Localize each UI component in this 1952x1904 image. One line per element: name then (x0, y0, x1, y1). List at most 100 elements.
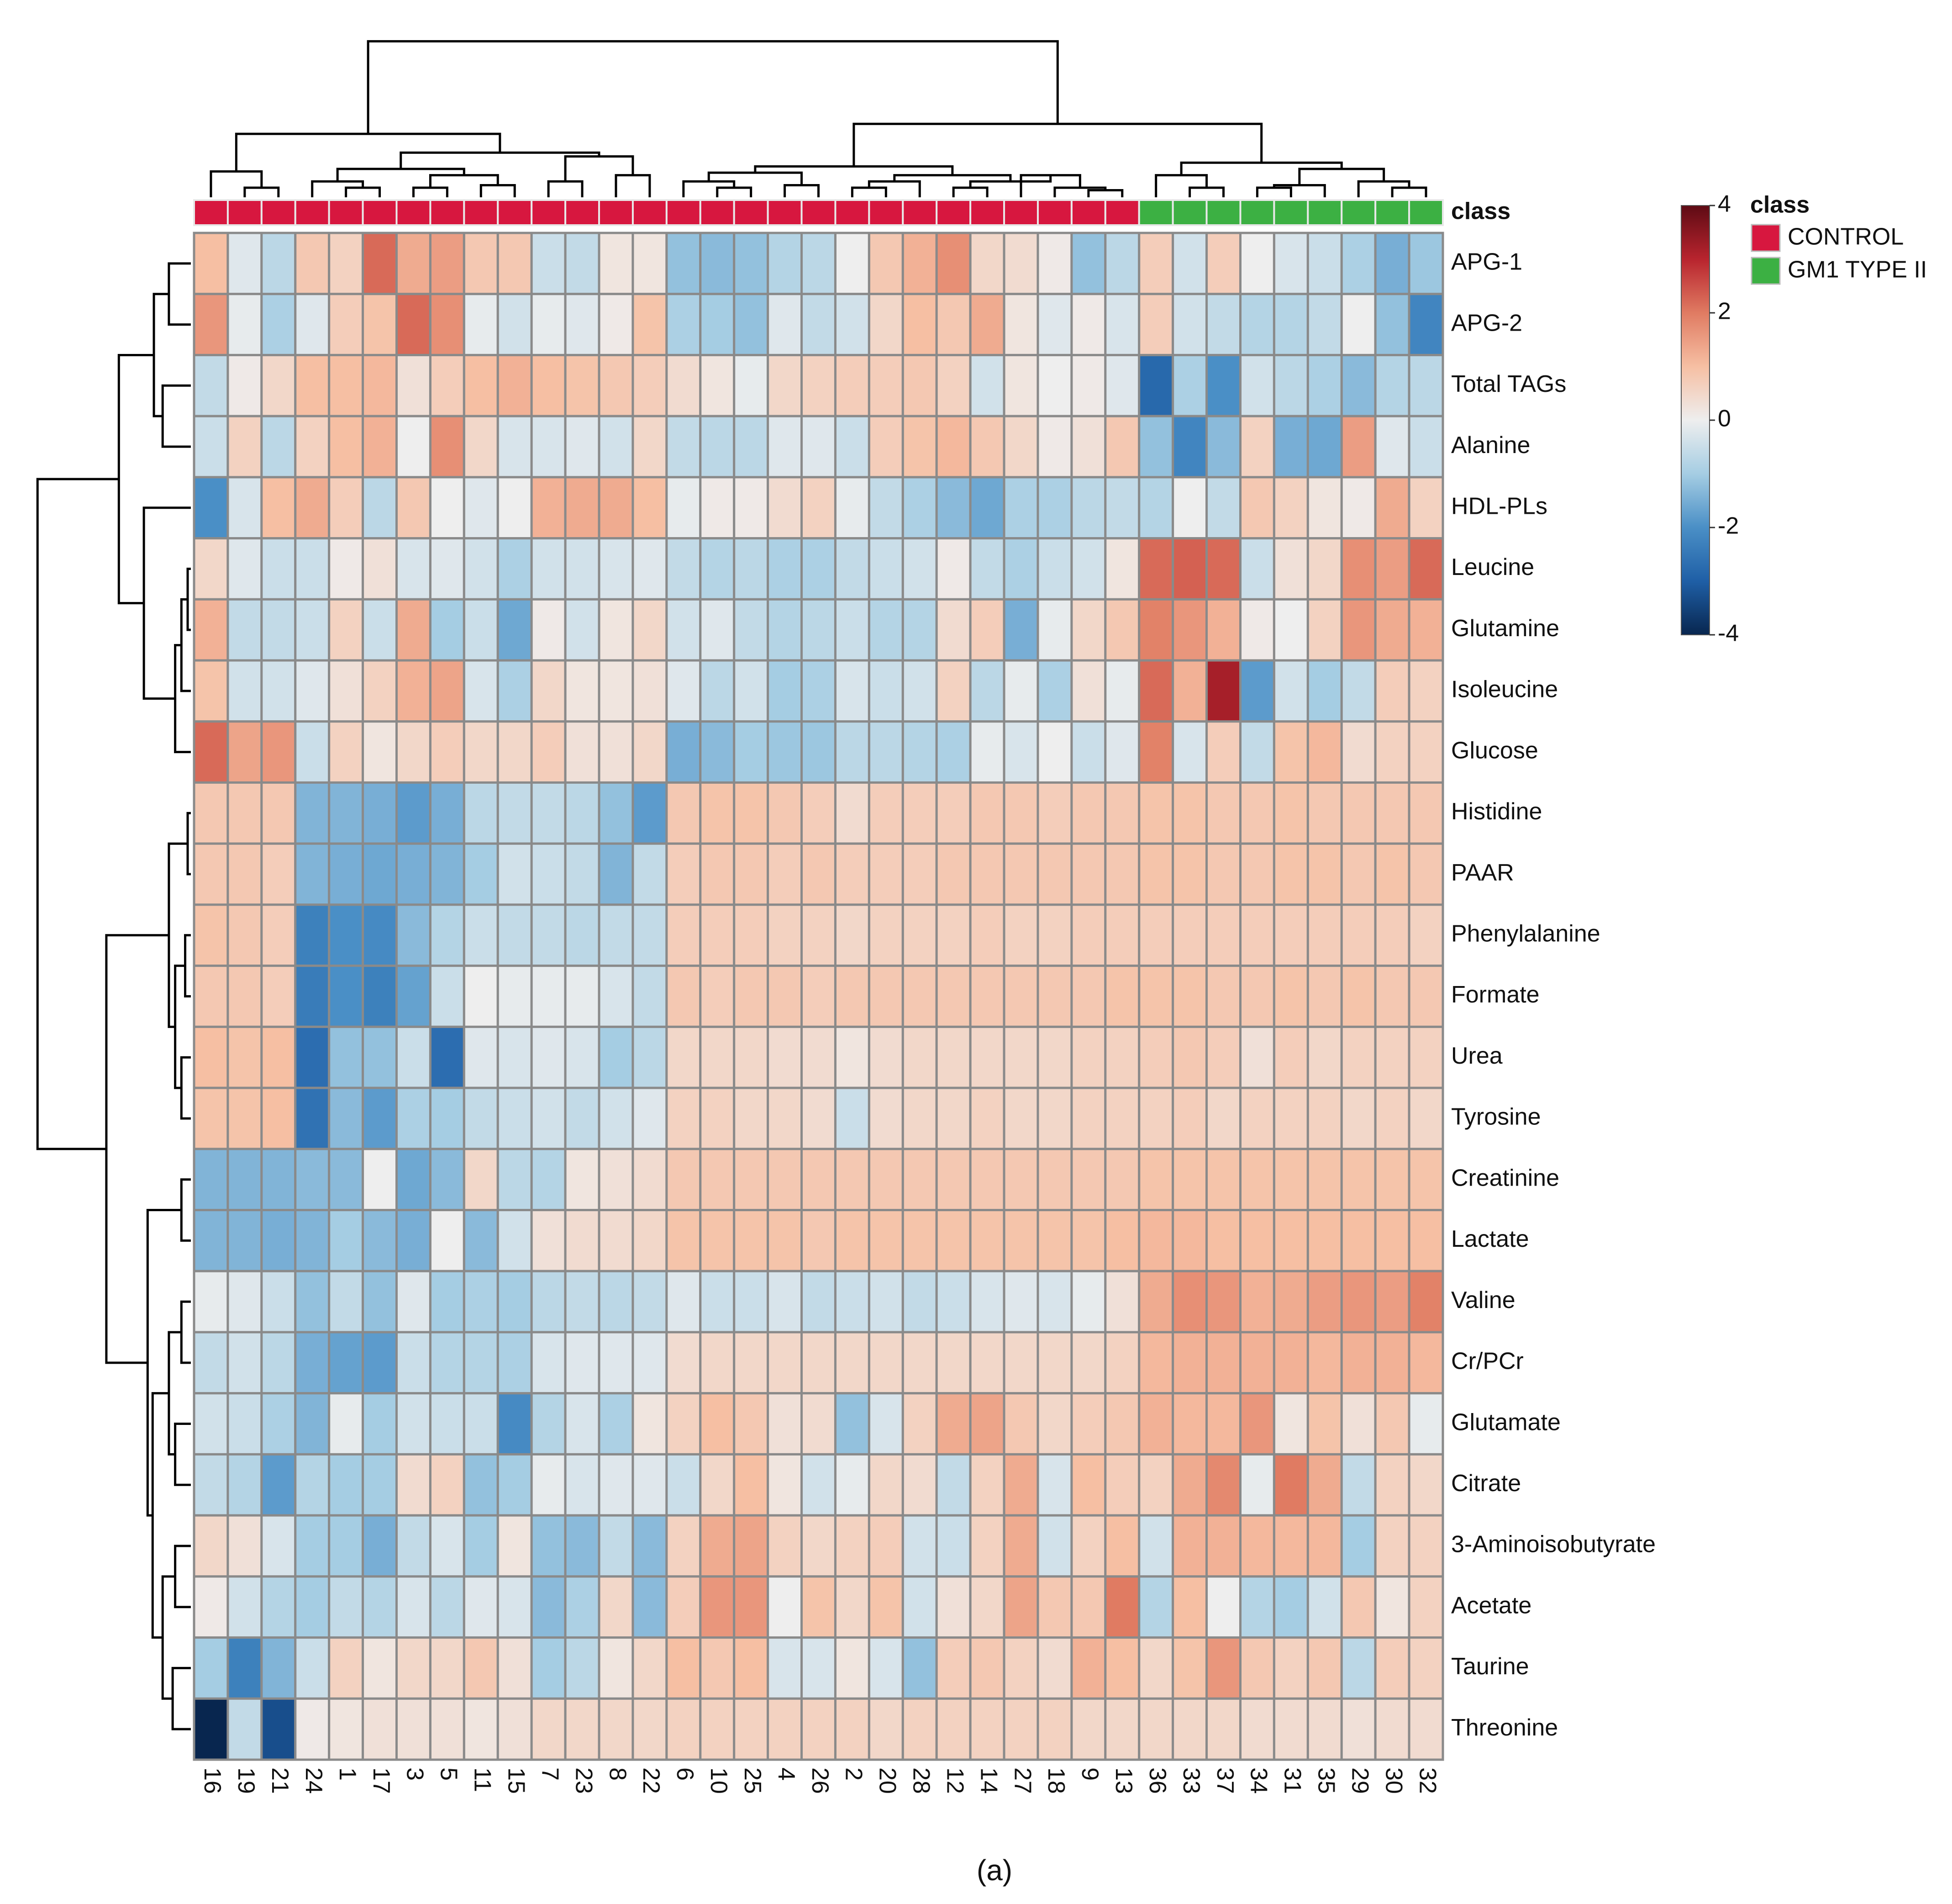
heatmap-cell (294, 1636, 331, 1700)
heatmap-cell (800, 903, 837, 967)
heatmap-cell (395, 781, 431, 845)
class-cell (767, 199, 803, 226)
heatmap-cell (665, 659, 702, 723)
heatmap-cell (1306, 781, 1343, 845)
class-cell (531, 199, 567, 226)
heatmap-cell (767, 842, 803, 906)
heatmap-cell (598, 1514, 634, 1578)
heatmap-cell (800, 1636, 837, 1700)
heatmap-cell (1070, 353, 1107, 417)
heatmap-cell (767, 1270, 803, 1334)
heatmap-cell (1172, 842, 1208, 906)
heatmap-cell (598, 903, 634, 967)
heatmap-cell (1205, 293, 1242, 356)
legend-label: CONTROL (1788, 224, 1904, 250)
heatmap-cell (1306, 1331, 1343, 1395)
heatmap-cell (598, 965, 634, 1028)
heatmap-cell (969, 353, 1005, 417)
heatmap-cell (564, 965, 600, 1028)
heatmap-cell (598, 781, 634, 845)
heatmap-cell (767, 659, 803, 723)
heatmap-cell (1374, 1575, 1410, 1639)
heatmap-cell (1104, 1636, 1141, 1700)
heatmap-cell (800, 842, 837, 906)
heatmap-cell (1239, 1209, 1275, 1272)
heatmap-cell (901, 1209, 938, 1272)
heatmap-cell (362, 1270, 398, 1334)
column-label: 29 (1347, 1767, 1373, 1794)
heatmap-cell (1205, 1453, 1242, 1517)
heatmap-cell (1374, 842, 1410, 906)
heatmap-cell (1104, 903, 1141, 967)
heatmap-cell (733, 1453, 769, 1517)
heatmap-cell (429, 232, 465, 295)
heatmap-cell (1205, 781, 1242, 845)
heatmap-cell (1003, 1025, 1039, 1089)
heatmap-cell (935, 1148, 972, 1212)
heatmap-cell (800, 476, 837, 540)
heatmap-cell (1070, 1086, 1107, 1150)
heatmap-cell (868, 1575, 904, 1639)
heatmap-cell (767, 232, 803, 295)
heatmap-cell (429, 720, 465, 784)
heatmap-cell (193, 1148, 229, 1212)
heatmap-cell (1408, 1453, 1444, 1517)
heatmap-cell (631, 415, 668, 479)
heatmap-cell (294, 659, 331, 723)
heatmap-cell (1408, 1025, 1444, 1089)
heatmap-cell (1003, 232, 1039, 295)
heatmap-cell (1408, 415, 1444, 479)
dendrogram-branch (174, 965, 185, 1089)
heatmap-cell (969, 598, 1005, 662)
heatmap-cell (1172, 1025, 1208, 1089)
heatmap-cell (328, 1636, 364, 1700)
heatmap-cell (1273, 1270, 1309, 1334)
row-label: Taurine (1451, 1653, 1529, 1680)
column-label: 31 (1279, 1767, 1306, 1794)
heatmap-cell (969, 1453, 1005, 1517)
heatmap-cell (901, 353, 938, 417)
heatmap-cell (1003, 1209, 1039, 1272)
heatmap-cell (631, 1086, 668, 1150)
heatmap-cell (800, 232, 837, 295)
heatmap-cell (328, 232, 364, 295)
row-label: Leucine (1451, 554, 1534, 580)
heatmap-cell (395, 659, 431, 723)
heatmap-cell (1239, 1086, 1275, 1150)
dendrogram-branch (161, 384, 191, 448)
heatmap-cell (699, 1514, 736, 1578)
heatmap-cell (1239, 965, 1275, 1028)
heatmap-cell (395, 598, 431, 662)
heatmap-cell (1037, 1453, 1073, 1517)
heatmap-cell (935, 293, 972, 356)
heatmap-cell (1374, 1331, 1410, 1395)
class-cell (463, 199, 499, 226)
heatmap-cell (463, 1575, 499, 1639)
heatmap-cell (733, 353, 769, 417)
column-label: 7 (537, 1767, 563, 1781)
heatmap-cell (598, 598, 634, 662)
heatmap-cell (294, 537, 331, 601)
heatmap-cell (969, 720, 1005, 784)
heatmap-cell (1037, 1636, 1073, 1700)
column-label: 34 (1246, 1767, 1272, 1794)
heatmap-cell (1172, 1697, 1208, 1761)
heatmap-cell (1070, 232, 1107, 295)
heatmap-cell (834, 415, 870, 479)
legend-label: GM1 TYPE II (1788, 257, 1927, 283)
heatmap-cell (328, 1575, 364, 1639)
heatmap-cell (665, 1331, 702, 1395)
heatmap-cell (564, 1086, 600, 1150)
heatmap-cell (631, 1331, 668, 1395)
heatmap-cell (1138, 1025, 1174, 1089)
heatmap-cell (1070, 781, 1107, 845)
class-cell (1239, 199, 1275, 226)
heatmap-cell (395, 1697, 431, 1761)
class-bar-label: class (1451, 198, 1510, 225)
class-cell (1341, 199, 1377, 226)
heatmap-cell (699, 415, 736, 479)
column-label: 10 (705, 1767, 732, 1794)
heatmap-cell (496, 1575, 533, 1639)
heatmap-cell (395, 1514, 431, 1578)
heatmap-cell (1104, 1086, 1141, 1150)
